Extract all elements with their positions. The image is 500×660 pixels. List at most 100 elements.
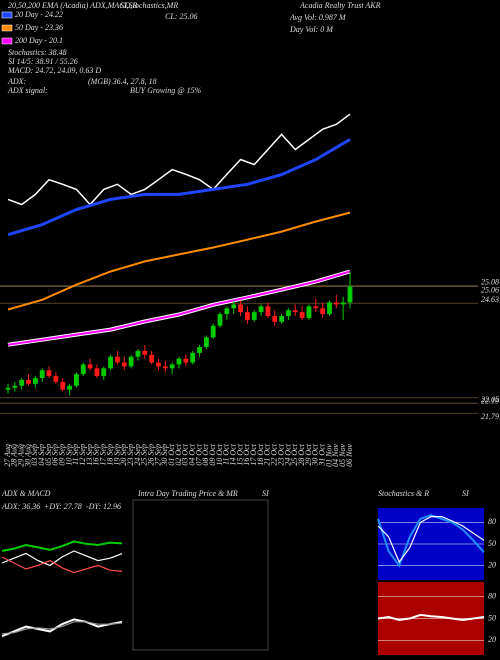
x-tick-label: 27 Sep — [153, 444, 162, 466]
candle-body — [347, 286, 353, 303]
x-tick-label: 05 Nov — [338, 444, 347, 467]
x-tick-label: 23 Oct — [276, 443, 285, 465]
legend-label: 200 Day - 20.1 — [15, 36, 63, 45]
level-label: 24.63 — [481, 295, 499, 304]
x-tick-label: 02 Oct — [174, 443, 183, 465]
x-tick-label: 04 Oct — [188, 443, 197, 465]
candle-body — [333, 302, 339, 305]
x-tick-label: 29 Aug — [17, 444, 26, 467]
annotation: Avg Vol: 0.987 M — [289, 13, 347, 22]
level-label: 25.08 — [481, 278, 499, 287]
candle-body — [94, 368, 100, 377]
x-tick-label: 08 Oct — [201, 443, 210, 465]
panel — [132, 499, 269, 651]
line — [7, 211, 351, 311]
candle-body — [115, 356, 120, 363]
annotation: MACD: 24.72, 24.09, 0.63 D — [7, 66, 101, 75]
candle-body — [19, 379, 25, 386]
x-tick-label: 11 Oct — [222, 443, 231, 465]
annotation: Stochastics: 38.48 — [8, 48, 67, 57]
candle-body — [74, 374, 79, 386]
x-tick-label: 19 Sep — [112, 444, 121, 466]
x-tick-label: 11 Sep — [71, 444, 80, 465]
x-tick-label: 31 Oct — [317, 443, 326, 466]
candle-body — [101, 368, 107, 377]
x-tick-label: 28 Aug — [10, 444, 19, 467]
legend-label: ADX: 36.36 — [1, 502, 40, 511]
legend-label: 20 Day - 24.22 — [15, 10, 63, 19]
annotation: (MGB) 36.4, 27.8, 18 — [88, 77, 157, 86]
candle-body — [176, 358, 182, 365]
y-tick-label: 50 — [488, 613, 496, 622]
candle-body — [80, 364, 86, 375]
x-tick-label: 06 Nov — [345, 444, 354, 467]
candle-body — [60, 381, 66, 390]
x-tick-label: 18 Sep — [105, 444, 114, 466]
line — [377, 514, 485, 568]
candle-body — [272, 316, 278, 322]
candle-body — [340, 302, 346, 305]
candle-body — [286, 310, 291, 317]
candle-body — [149, 354, 155, 363]
x-tick-label: 14 Oct — [229, 443, 238, 465]
legend-label: 50 Day - 23.36 — [15, 23, 63, 32]
header: 20,50,200 EMA (Acadia) ADX,MACD,B — [8, 1, 137, 10]
panel-title: Intra Day Trading Price & MR — [137, 489, 238, 498]
line — [1, 540, 123, 552]
x-tick-label: 07 Oct — [194, 443, 203, 465]
x-tick-label: 17 Sep — [99, 444, 108, 466]
candle-body — [292, 310, 298, 313]
x-tick-label: 18 Oct — [256, 443, 265, 465]
line — [7, 138, 351, 237]
x-tick-label: 10 Oct — [215, 443, 224, 465]
candle-body — [46, 370, 52, 377]
line — [7, 113, 351, 206]
x-tick-label: 16 Sep — [92, 444, 101, 466]
x-tick-label: 01 Nov — [324, 444, 333, 467]
line — [1, 556, 123, 574]
x-tick-label: 24 Oct — [283, 443, 292, 465]
x-tick-label: 24 Sep — [133, 444, 142, 466]
x-tick-label: 03 Oct — [181, 443, 190, 465]
candle-body — [251, 312, 257, 320]
y-tick-label: 80 — [488, 517, 496, 526]
legend-swatch — [1, 37, 13, 45]
candle-body — [313, 306, 319, 309]
candle-body — [169, 364, 175, 369]
x-tick-label: 09 Oct — [208, 443, 217, 465]
x-tick-label: 10 Sep — [64, 444, 73, 466]
panel-subtitle: SI — [462, 489, 469, 498]
candle-body — [142, 350, 148, 355]
candle-body — [128, 356, 134, 367]
candle-body — [39, 370, 45, 379]
candle-body — [53, 376, 59, 382]
x-tick-label: 26 Sep — [146, 444, 155, 466]
line — [1, 550, 123, 567]
candle-body — [224, 308, 230, 315]
annotation: Day Vol: 0 M — [289, 25, 334, 34]
x-tick-label: 09 Sep — [58, 444, 67, 466]
header: SI,Stochastics,MR — [120, 1, 178, 10]
candle-body — [258, 306, 264, 313]
candle-body — [32, 378, 38, 384]
candle-body — [26, 379, 31, 384]
x-tick-label: 21 Oct — [263, 443, 272, 465]
panel-title: Stochastics & R — [378, 489, 429, 498]
x-tick-label: 06 Sep — [51, 444, 60, 466]
x-tick-label: 22 Oct — [270, 443, 279, 465]
candle-body — [265, 306, 271, 317]
annotation: ADX: — [7, 77, 27, 86]
line — [377, 613, 485, 622]
legend-label: -DY: 12.96 — [86, 502, 121, 511]
annotation: ADX signal: — [7, 86, 48, 95]
panel-subtitle: SI — [262, 489, 269, 498]
panel-title: ADX & MACD — [1, 489, 51, 498]
y-tick-label: 80 — [488, 591, 496, 600]
x-tick-label: 03 Sep — [30, 444, 39, 466]
candle-body — [87, 364, 93, 369]
candle-body — [156, 362, 161, 367]
candle-body — [203, 337, 209, 348]
candle-body — [306, 306, 312, 318]
x-tick-label: 25 Sep — [140, 444, 149, 466]
